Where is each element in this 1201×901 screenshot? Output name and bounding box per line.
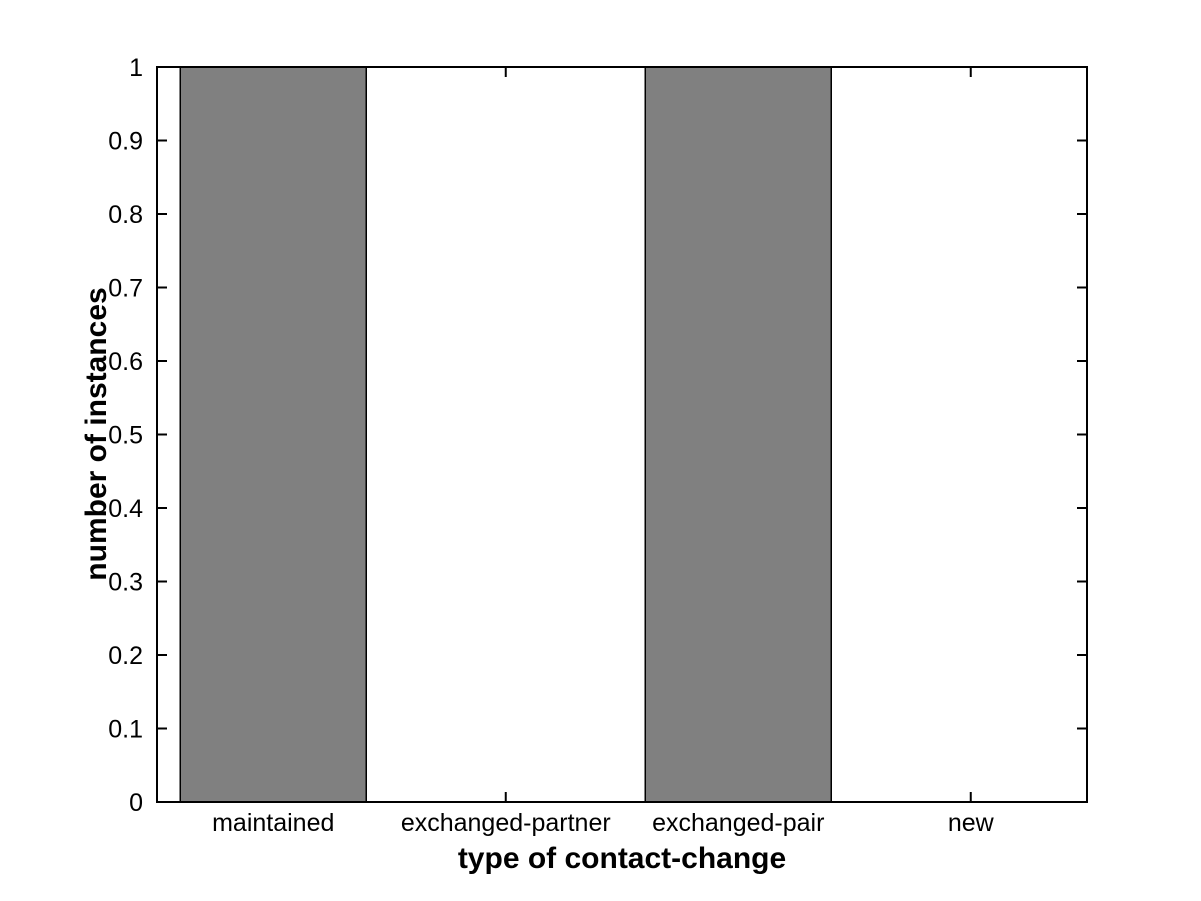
y-tick-label: 0 bbox=[129, 789, 143, 817]
y-tick-label: 1 bbox=[129, 54, 143, 82]
y-axis-label: number of instances bbox=[80, 287, 113, 581]
y-tick-label: 0.9 bbox=[108, 128, 143, 156]
y-tick-label: 0.5 bbox=[108, 422, 143, 450]
x-tick-label: new bbox=[948, 809, 995, 837]
x-axis-label: type of contact-change bbox=[457, 842, 787, 875]
y-tick-label: 0.1 bbox=[108, 716, 143, 744]
y-tick-label: 0.8 bbox=[108, 201, 143, 229]
x-tick-label: maintained bbox=[212, 809, 334, 837]
y-tick-label: 0.2 bbox=[108, 642, 143, 670]
bar-exchanged-pair bbox=[644, 66, 832, 803]
bar-maintained bbox=[179, 66, 367, 803]
axes-box bbox=[156, 66, 1088, 803]
x-tick-label: exchanged-partner bbox=[401, 809, 611, 837]
x-tick-label: exchanged-pair bbox=[652, 809, 824, 837]
y-tick-label: 0.6 bbox=[108, 348, 143, 376]
y-tick-label: 0.4 bbox=[108, 495, 143, 523]
y-tick-label: 0.3 bbox=[108, 569, 143, 597]
y-tick-label: 0.7 bbox=[108, 275, 143, 303]
